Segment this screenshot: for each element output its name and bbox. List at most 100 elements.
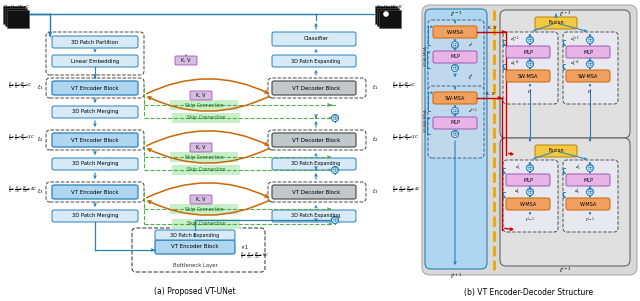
FancyBboxPatch shape bbox=[433, 26, 477, 38]
Text: $\oplus$: $\oplus$ bbox=[526, 188, 534, 197]
Text: $\frac{D}{4}\!\times\!\frac{H}{16}\!\times\!\frac{W}{16}\!\times\!4C$: $\frac{D}{4}\!\times\!\frac{H}{16}\!\tim… bbox=[392, 185, 422, 196]
FancyBboxPatch shape bbox=[272, 81, 356, 95]
FancyBboxPatch shape bbox=[428, 86, 484, 158]
FancyBboxPatch shape bbox=[506, 70, 550, 82]
FancyBboxPatch shape bbox=[566, 70, 610, 82]
Text: $\oplus$: $\oplus$ bbox=[526, 60, 534, 69]
Text: $\frac{D}{4}\!\times\!\frac{H}{4}\!\times\!\frac{W}{4}\!\times\!C$: $\frac{D}{4}\!\times\!\frac{H}{4}\!\time… bbox=[392, 81, 417, 92]
Text: $z_s^{l+1}$: $z_s^{l+1}$ bbox=[570, 35, 580, 45]
FancyBboxPatch shape bbox=[563, 160, 618, 232]
FancyBboxPatch shape bbox=[52, 55, 138, 67]
Text: $\oplus$: $\oplus$ bbox=[526, 36, 534, 45]
Circle shape bbox=[527, 188, 534, 196]
FancyBboxPatch shape bbox=[52, 106, 138, 118]
Text: 3D Patch Expanding: 3D Patch Expanding bbox=[170, 232, 220, 237]
Text: $\ell^l$: $\ell^l$ bbox=[527, 87, 532, 97]
Text: $z_s^l$: $z_s^l$ bbox=[515, 163, 520, 173]
Text: K, V: K, V bbox=[486, 92, 494, 96]
FancyBboxPatch shape bbox=[503, 32, 558, 104]
FancyBboxPatch shape bbox=[535, 145, 577, 157]
FancyBboxPatch shape bbox=[422, 5, 637, 275]
FancyBboxPatch shape bbox=[52, 210, 138, 222]
Text: $D\!\times\!H\!\times\!W\!\times\!K$: $D\!\times\!H\!\times\!W\!\times\!K$ bbox=[376, 4, 404, 11]
Text: Bottleneck Layer: Bottleneck Layer bbox=[173, 262, 218, 268]
FancyBboxPatch shape bbox=[52, 185, 138, 199]
FancyBboxPatch shape bbox=[506, 46, 550, 58]
Text: $\oplus$: $\oplus$ bbox=[451, 64, 459, 73]
Text: 3D Patch Partition: 3D Patch Partition bbox=[72, 39, 118, 45]
Circle shape bbox=[451, 42, 458, 48]
Text: $\oplus$: $\oplus$ bbox=[526, 163, 534, 172]
Circle shape bbox=[586, 36, 593, 44]
Text: $\frac{D}{4}\!\times\!\frac{H}{32}\!\times\!\frac{W}{32}\!\times\!8C$: $\frac{D}{4}\!\times\!\frac{H}{32}\!\tim… bbox=[240, 250, 270, 262]
Text: SW-MSA: SW-MSA bbox=[445, 95, 465, 101]
Text: $\frac{D}{4}\!\times\!\frac{H}{16}\!\times\!\frac{W}{16}\!\times\!4C$: $\frac{D}{4}\!\times\!\frac{H}{16}\!\tim… bbox=[8, 185, 38, 196]
FancyBboxPatch shape bbox=[425, 9, 487, 269]
Text: $\ell_1$: $\ell_1$ bbox=[372, 84, 378, 92]
Text: 3D Patch Merging: 3D Patch Merging bbox=[72, 162, 118, 166]
Bar bbox=[172, 113, 240, 123]
Text: VT-W-MSA: VT-W-MSA bbox=[424, 45, 428, 66]
FancyBboxPatch shape bbox=[52, 158, 138, 170]
FancyBboxPatch shape bbox=[155, 230, 235, 240]
FancyBboxPatch shape bbox=[190, 195, 212, 204]
Text: SW-MSA: SW-MSA bbox=[518, 73, 538, 79]
Text: Skip Connection: Skip Connection bbox=[185, 154, 223, 160]
Bar bbox=[375, 6, 397, 24]
Bar bbox=[170, 152, 238, 162]
FancyBboxPatch shape bbox=[500, 10, 630, 138]
Circle shape bbox=[586, 61, 593, 67]
FancyBboxPatch shape bbox=[52, 36, 138, 48]
Text: $\frac{D}{4}\!\times\!\frac{H}{8}\!\times\!\frac{W}{8}\!\times\!2C$: $\frac{D}{4}\!\times\!\frac{H}{8}\!\time… bbox=[392, 133, 419, 144]
FancyBboxPatch shape bbox=[566, 198, 610, 210]
Text: 3D Patch Expanding: 3D Patch Expanding bbox=[291, 58, 340, 64]
Text: $z^{l+1}$: $z^{l+1}$ bbox=[468, 106, 478, 116]
Text: Skip Connection: Skip Connection bbox=[187, 167, 225, 172]
FancyBboxPatch shape bbox=[535, 17, 577, 29]
Text: VT Decoder Block: VT Decoder Block bbox=[292, 138, 340, 142]
Circle shape bbox=[586, 188, 593, 196]
Text: Fusion: Fusion bbox=[548, 20, 564, 26]
Text: Skip Connection: Skip Connection bbox=[185, 103, 223, 107]
Circle shape bbox=[586, 165, 593, 172]
FancyBboxPatch shape bbox=[272, 55, 356, 67]
Text: $\frac{D}{4}\!\times\!\frac{H}{4}\!\times\!\frac{W}{4}\!\times\!C$: $\frac{D}{4}\!\times\!\frac{H}{4}\!\time… bbox=[8, 81, 33, 92]
Text: $\oplus$: $\oplus$ bbox=[331, 216, 339, 225]
FancyBboxPatch shape bbox=[433, 51, 477, 63]
Text: $\ell_2$: $\ell_2$ bbox=[36, 135, 43, 144]
Text: $\ell^{l+1}$: $\ell^{l+1}$ bbox=[450, 271, 462, 281]
Text: 3D Patch Merging: 3D Patch Merging bbox=[72, 110, 118, 114]
FancyBboxPatch shape bbox=[500, 138, 630, 266]
Text: 3D Patch Expanding: 3D Patch Expanding bbox=[291, 213, 340, 219]
Text: VT Decoder Block: VT Decoder Block bbox=[292, 85, 340, 91]
Text: W-MSA: W-MSA bbox=[446, 29, 463, 35]
Bar bbox=[170, 100, 238, 110]
Text: $d_s^l$: $d_s^l$ bbox=[574, 187, 580, 197]
Text: $\oplus$: $\oplus$ bbox=[451, 129, 459, 138]
Text: $d_s^l$: $d_s^l$ bbox=[514, 187, 520, 197]
FancyBboxPatch shape bbox=[506, 198, 550, 210]
Text: $\ell^{l-1}$: $\ell^{l-1}$ bbox=[559, 265, 571, 275]
Circle shape bbox=[451, 107, 458, 114]
Text: Skip Connection: Skip Connection bbox=[187, 116, 225, 120]
Circle shape bbox=[383, 11, 389, 17]
Text: $d_s^{l+1}$: $d_s^{l+1}$ bbox=[509, 59, 520, 69]
Text: $\oplus$: $\oplus$ bbox=[451, 107, 459, 116]
Text: Skip Connection: Skip Connection bbox=[185, 206, 223, 212]
Bar bbox=[5, 8, 27, 26]
Text: VT Encoder Block: VT Encoder Block bbox=[71, 190, 119, 194]
Text: K, V: K, V bbox=[196, 145, 205, 150]
Bar bbox=[7, 10, 29, 28]
Text: Skip Connection: Skip Connection bbox=[187, 222, 225, 226]
Circle shape bbox=[527, 165, 534, 172]
FancyBboxPatch shape bbox=[155, 240, 235, 254]
Bar bbox=[377, 8, 399, 26]
Text: Fusion: Fusion bbox=[548, 148, 564, 154]
Text: $\ell_1$: $\ell_1$ bbox=[36, 84, 43, 92]
FancyBboxPatch shape bbox=[190, 143, 212, 152]
Circle shape bbox=[527, 61, 534, 67]
Circle shape bbox=[451, 64, 458, 72]
Text: $z^l$: $z^l$ bbox=[468, 40, 474, 50]
Text: K, V: K, V bbox=[488, 26, 496, 30]
Circle shape bbox=[451, 131, 458, 138]
